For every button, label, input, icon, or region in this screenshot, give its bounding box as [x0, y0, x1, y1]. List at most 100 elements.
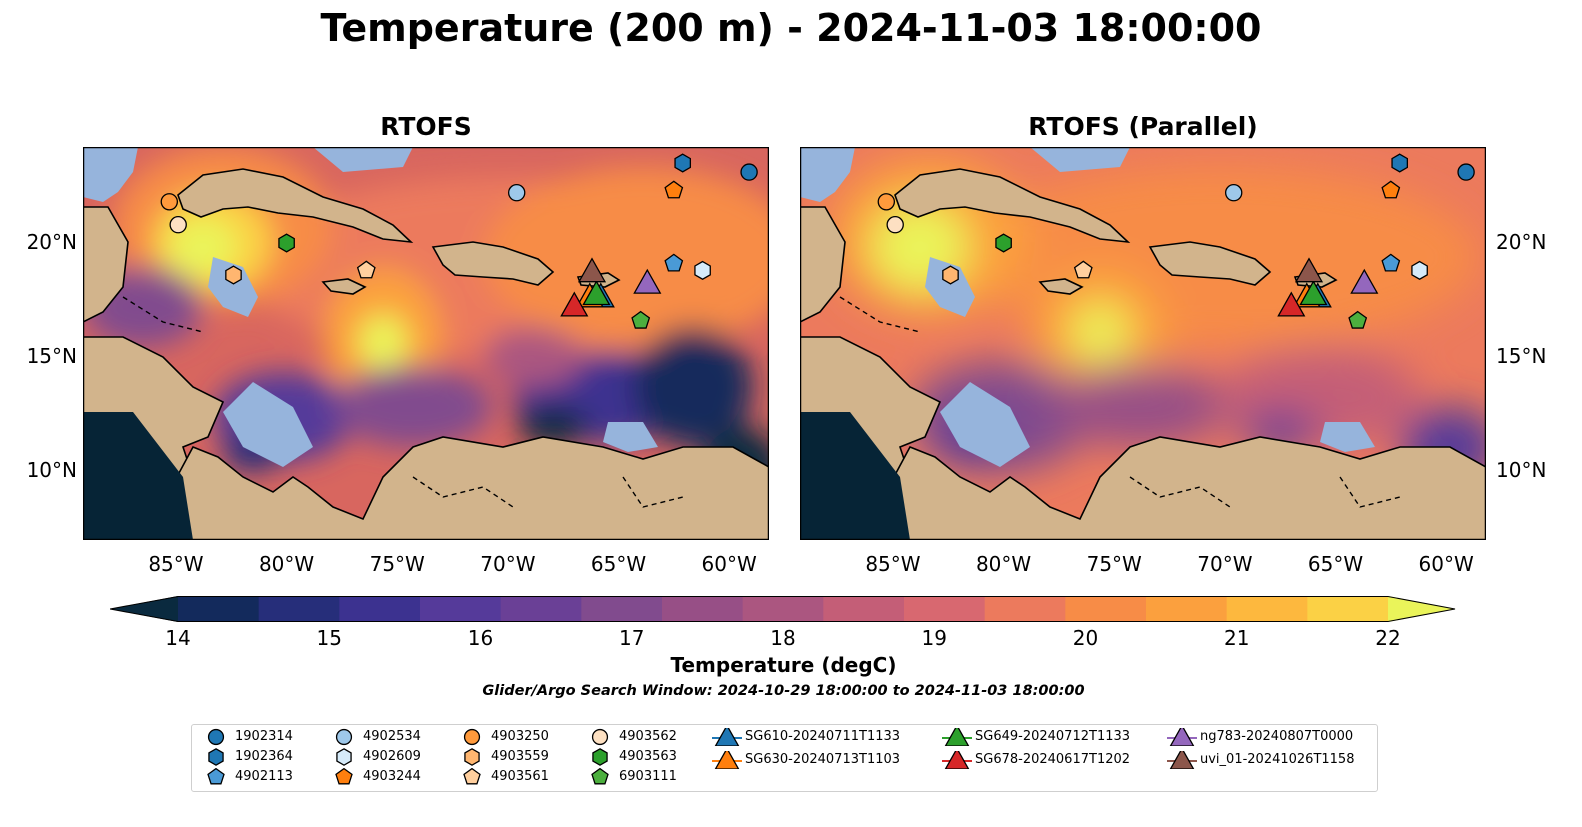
lon-tick-65w: 65°W	[1307, 552, 1364, 576]
hexagon-marker-icon	[208, 748, 224, 766]
observation-marker-4902113	[1381, 253, 1401, 272]
lon-tick-60w: 60°W	[1418, 552, 1474, 576]
colorbar-segment	[500, 596, 582, 622]
legend-label: SG678-20240617T1202	[975, 752, 1131, 767]
pentagon-marker-icon	[335, 768, 353, 785]
colorbar-tick-20: 20	[1072, 626, 1099, 650]
observation-marker-4902534	[1224, 183, 1243, 202]
observation-marker-sg649-20240712t1133	[1299, 280, 1328, 306]
observation-marker-6903111	[631, 310, 651, 329]
observation-marker-sg649-20240712t1133	[582, 280, 611, 306]
lon-tick-65w: 65°W	[590, 552, 647, 576]
observation-marker-4903244	[664, 180, 684, 199]
lat-tick-left-15n: 15°N	[26, 344, 77, 369]
colorbar-tick-18: 18	[770, 626, 796, 650]
search-window-caption: Glider/Argo Search Window: 2024-10-29 18…	[482, 683, 1085, 699]
legend-label: 4902113	[235, 769, 293, 784]
map-rtofs-svg	[83, 147, 769, 540]
legend-label: 4903562	[619, 729, 677, 744]
colorbar-segment	[420, 596, 502, 622]
observation-marker-ng783-20240807t0000	[633, 268, 662, 294]
colorbar-segment	[662, 596, 744, 622]
legend-label: 6903111	[619, 769, 677, 784]
lon-tick-80w: 80°W	[258, 552, 315, 576]
observation-marker-1902314	[740, 163, 758, 181]
pentagon-marker-icon	[591, 768, 609, 785]
colorbar-segment	[823, 596, 905, 622]
colorbar-segment	[984, 596, 1066, 622]
observation-marker-4903563	[278, 233, 295, 253]
legend-label: 1902314	[235, 729, 293, 744]
legend-label: ng783-20240807T0000	[1200, 729, 1354, 744]
map-panel-rtofs[interactable]	[83, 147, 769, 540]
observation-marker-4902609	[1411, 260, 1428, 280]
lat-tick-left-20n: 20°N	[26, 229, 77, 254]
lon-tick-70w: 70°W	[1197, 552, 1253, 576]
legend-label: 4903561	[491, 769, 549, 784]
legend-label: uvi_01-20241026T1158	[1200, 752, 1355, 767]
panel-title-rtofs-parallel: RTOFS (Parallel)	[1028, 112, 1258, 141]
lon-tick-80w: 80°W	[975, 552, 1032, 576]
colorbar-tick-15: 15	[316, 626, 342, 650]
colorbar-segment	[1226, 596, 1308, 622]
legend-label: 4903559	[491, 749, 549, 764]
circle-marker-icon	[335, 728, 353, 746]
observation-marker-4903559	[225, 265, 242, 285]
legend-label: 4902534	[363, 729, 421, 744]
map-rtofs-parallel-svg	[800, 147, 1486, 540]
panel-title-rtofs: RTOFS	[380, 112, 472, 141]
legend-label: 4903563	[619, 749, 677, 764]
observation-marker-sg678-20240617t1202	[560, 291, 589, 317]
lon-tick-75w: 75°W	[369, 552, 425, 576]
colorbar-segment	[742, 596, 824, 622]
observation-marker-4903559	[942, 265, 959, 285]
observation-marker-sg678-20240617t1202	[1277, 291, 1306, 317]
legend: 1902314 1902364 4902113 4902534 4902609 49032…	[191, 724, 1378, 792]
colorbar-segment	[1307, 596, 1389, 622]
observation-marker-6903111	[1348, 310, 1368, 329]
triangle-marker-icon	[712, 751, 742, 769]
lon-tick-85w: 85°W	[865, 552, 921, 576]
colorbar	[110, 596, 1456, 622]
legend-label: SG649-20240712T1133	[975, 729, 1131, 744]
lon-tick-85w: 85°W	[148, 552, 204, 576]
lat-tick-right-20n: 20°N	[1496, 229, 1547, 254]
legend-label: SG610-20240711T1133	[745, 729, 901, 744]
observation-marker-4903561	[356, 260, 376, 279]
colorbar-svg	[110, 596, 1456, 622]
colorbar-segment	[339, 596, 421, 622]
colorbar-tick-17: 17	[619, 626, 645, 650]
observation-marker-ng783-20240807t0000	[1350, 268, 1379, 294]
triangle-marker-icon	[1167, 728, 1197, 746]
colorbar-tick-21: 21	[1224, 626, 1250, 650]
lon-tick-70w: 70°W	[480, 552, 536, 576]
colorbar-segment	[258, 596, 340, 622]
legend-label: 1902364	[235, 749, 293, 764]
observation-marker-4903562	[886, 215, 904, 234]
colorbar-segment	[1065, 596, 1147, 622]
colorbar-tick-14: 14	[165, 626, 191, 650]
colorbar-tick-19: 19	[921, 626, 947, 650]
colorbar-extend-min	[110, 596, 178, 622]
observation-marker-4902113	[664, 253, 684, 272]
colorbar-extend-max	[1388, 596, 1456, 622]
hexagon-marker-icon	[592, 748, 608, 766]
observation-marker-4903250	[877, 193, 896, 211]
observation-marker-4902534	[507, 183, 526, 202]
observation-marker-4903561	[1073, 260, 1093, 279]
colorbar-tick-16: 16	[467, 626, 494, 650]
observation-marker-4902609	[694, 260, 711, 280]
colorbar-tick-22: 22	[1375, 626, 1401, 650]
legend-label: 4903244	[363, 769, 421, 784]
observation-marker-4903562	[169, 215, 187, 234]
pentagon-marker-icon	[463, 768, 481, 785]
legend-label: 4903250	[491, 729, 549, 744]
hexagon-marker-icon	[336, 748, 352, 766]
pentagon-marker-icon	[207, 768, 225, 785]
triangle-marker-icon	[942, 751, 972, 769]
map-panel-rtofs-parallel[interactable]	[800, 147, 1486, 540]
observation-marker-4903250	[160, 193, 179, 211]
figure-title: Temperature (200 m) - 2024-11-03 18:00:0…	[320, 6, 1262, 50]
circle-marker-icon	[463, 728, 481, 746]
colorbar-segment	[178, 596, 260, 622]
